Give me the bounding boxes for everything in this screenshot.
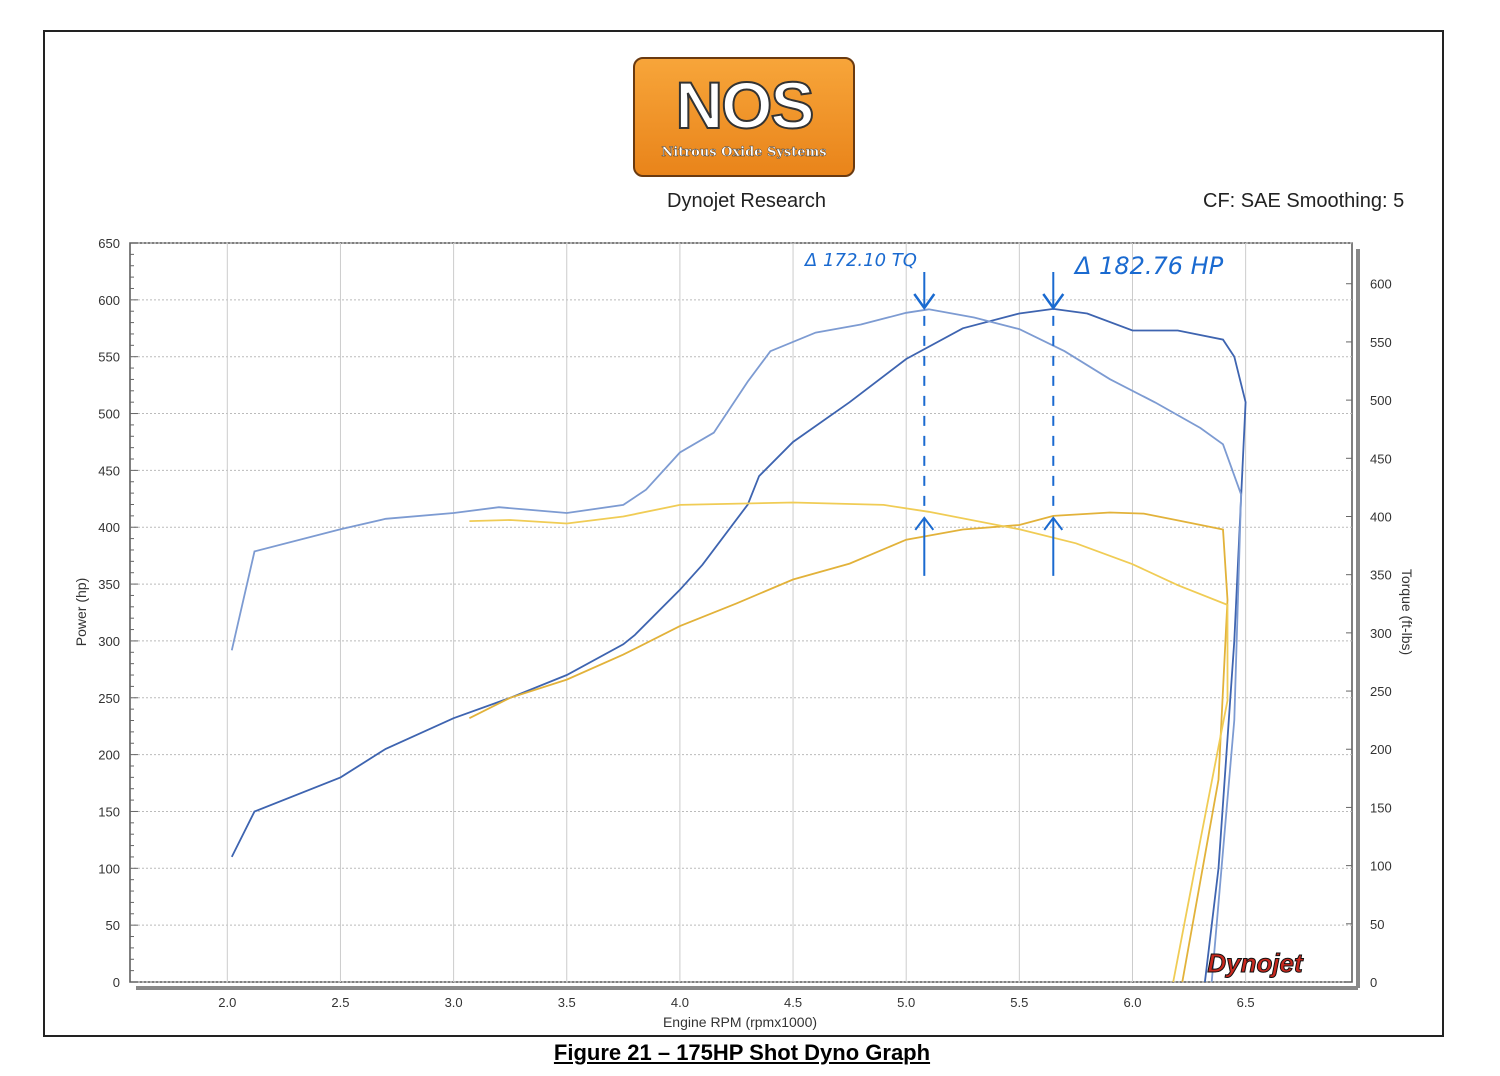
y-tick-label: 550 bbox=[98, 350, 120, 365]
annotation-up-arrowhead bbox=[1043, 516, 1064, 531]
y2-tick-label: 0 bbox=[1370, 975, 1377, 990]
x-axis-label: Engine RPM (rpmx1000) bbox=[663, 1014, 817, 1030]
x-tick-label: 5.0 bbox=[897, 995, 915, 1010]
y-tick-label: 150 bbox=[98, 804, 120, 819]
x-tick-label: 2.5 bbox=[331, 995, 349, 1010]
series-line-1 bbox=[230, 308, 1243, 983]
settings-label: CF: SAE Smoothing: 5 bbox=[1203, 190, 1405, 212]
x-tick-label: 3.0 bbox=[445, 995, 463, 1010]
y-tick-label: 350 bbox=[98, 577, 120, 592]
y2-axis-label: Torque (ft-lbs) bbox=[1399, 569, 1415, 655]
annotation-label: Δ 182.76 HP bbox=[1073, 252, 1224, 280]
y2-tick-label: 350 bbox=[1370, 568, 1392, 583]
y-tick-label: 450 bbox=[98, 463, 120, 478]
annotation-up-arrowhead bbox=[914, 516, 935, 531]
series-line-3 bbox=[469, 501, 1229, 983]
y-tick-label: 100 bbox=[98, 861, 120, 876]
y-tick-label: 400 bbox=[98, 520, 120, 535]
y-tick-label: 0 bbox=[113, 975, 120, 990]
nos-logo: NOS Nitrous Oxide Systems bbox=[633, 57, 855, 177]
y-axis-label: Power (hp) bbox=[73, 578, 89, 646]
y-tick-label: 600 bbox=[98, 293, 120, 308]
x-tick-label: 6.0 bbox=[1123, 995, 1141, 1010]
y-tick-label: 200 bbox=[98, 748, 120, 763]
y-tick-label: 500 bbox=[98, 407, 120, 422]
figure-caption: Figure 21 – 175HP Shot Dyno Graph bbox=[553, 1040, 931, 1065]
plot-area bbox=[129, 242, 1353, 983]
y2-tick-label: 150 bbox=[1370, 800, 1392, 815]
series-line-2 bbox=[468, 511, 1229, 983]
annotation-down-arrowhead bbox=[1042, 293, 1065, 311]
y2-tick-label: 100 bbox=[1370, 859, 1392, 874]
series-line-0 bbox=[230, 307, 1247, 983]
x-tick-label: 4.5 bbox=[784, 995, 802, 1010]
logo-text: NOS bbox=[674, 67, 815, 143]
y2-tick-label: 600 bbox=[1370, 277, 1392, 292]
chart-frame bbox=[43, 30, 1444, 1037]
y-tick-label: 300 bbox=[98, 634, 120, 649]
y2-tick-label: 50 bbox=[1370, 917, 1384, 932]
x-tick-label: 6.5 bbox=[1237, 995, 1255, 1010]
annotation-down-arrowhead bbox=[913, 293, 936, 311]
y2-tick-label: 250 bbox=[1370, 684, 1392, 699]
y-tick-label: 650 bbox=[98, 236, 120, 251]
dynojet-watermark-logo: Dynojet bbox=[1207, 948, 1304, 978]
y2-tick-label: 450 bbox=[1370, 451, 1392, 466]
x-tick-label: 4.0 bbox=[671, 995, 689, 1010]
y-tick-label: 50 bbox=[106, 918, 120, 933]
y2-tick-label: 300 bbox=[1370, 626, 1392, 641]
y-tick-label: 250 bbox=[98, 691, 120, 706]
logo-subtitle: Nitrous Oxide Systems bbox=[661, 145, 827, 160]
y2-tick-label: 200 bbox=[1370, 742, 1392, 757]
x-tick-label: 2.0 bbox=[218, 995, 236, 1010]
chart-title: Dynojet Research bbox=[667, 190, 826, 212]
x-tick-label: 3.5 bbox=[558, 995, 576, 1010]
y2-tick-label: 550 bbox=[1370, 335, 1392, 350]
x-tick-label: 5.5 bbox=[1010, 995, 1028, 1010]
y2-tick-label: 500 bbox=[1370, 393, 1392, 408]
y2-tick-label: 400 bbox=[1370, 509, 1392, 524]
annotation-label: Δ 172.10 TQ bbox=[803, 250, 917, 271]
